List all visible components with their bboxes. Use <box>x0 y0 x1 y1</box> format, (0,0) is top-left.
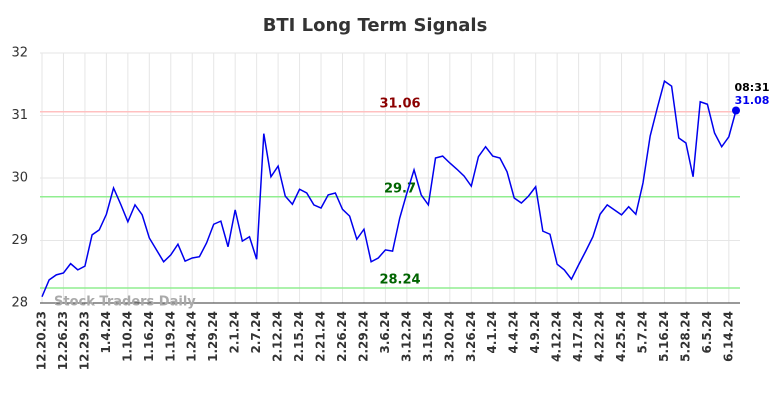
x-tick-label: 1.19.24 <box>163 311 177 362</box>
x-tick-label: 1.24.24 <box>185 311 199 362</box>
x-tick-label: 6.5.24 <box>700 311 714 354</box>
x-tick-label: 3.26.24 <box>464 311 478 362</box>
signal-label: 31.06 <box>379 96 420 111</box>
x-tick-label: 2.1.24 <box>228 311 242 354</box>
x-tick-label: 4.25.24 <box>614 311 628 362</box>
y-tick-label: 28 <box>11 296 28 311</box>
x-tick-label: 1.29.24 <box>206 311 220 362</box>
x-tick-label: 3.20.24 <box>442 311 456 362</box>
watermark: Stock Traders Daily <box>54 295 196 310</box>
last-value: 31.08 <box>735 94 770 107</box>
x-tick-label: 2.12.24 <box>271 311 285 362</box>
x-tick-label: 4.12.24 <box>550 311 564 362</box>
x-tick-label: 1.16.24 <box>142 311 156 362</box>
y-tick-label: 30 <box>11 171 28 186</box>
last-time: 08:31 <box>734 81 769 94</box>
x-tick-label: 4.17.24 <box>571 311 585 362</box>
x-tick-label: 2.15.24 <box>292 311 306 362</box>
x-tick-label: 4.9.24 <box>528 311 542 354</box>
x-tick-label: 12.20.23 <box>35 311 49 370</box>
x-tick-label: 3.6.24 <box>378 311 392 354</box>
x-tick-label: 1.10.24 <box>120 311 134 362</box>
x-tick-label: 6.14.24 <box>721 311 735 362</box>
y-tick-label: 31 <box>11 108 28 123</box>
x-tick-label: 2.7.24 <box>249 311 263 354</box>
x-tick-label: 12.29.23 <box>77 311 91 370</box>
x-tick-label: 5.16.24 <box>657 311 671 362</box>
chart-title: BTI Long Term Signals <box>263 15 488 36</box>
x-tick-label: 2.21.24 <box>314 311 328 362</box>
x-tick-label: 4.4.24 <box>507 311 521 354</box>
price-line <box>41 79 737 298</box>
x-tick-label: 5.28.24 <box>678 311 692 362</box>
y-tick-label: 32 <box>11 46 28 61</box>
x-tick-label: 5.7.24 <box>635 311 649 354</box>
y-tick-label: 29 <box>11 233 28 248</box>
x-tick-label: 12.26.23 <box>56 311 70 370</box>
x-tick-label: 3.12.24 <box>399 311 413 362</box>
signal-label: 29.7 <box>384 181 416 196</box>
x-tick-label: 2.29.24 <box>356 311 370 362</box>
last-point <box>732 106 740 115</box>
x-tick-label: 4.22.24 <box>593 311 607 362</box>
x-tick-label: 3.15.24 <box>421 311 435 362</box>
signal-label: 28.24 <box>379 273 420 288</box>
x-tick-label: 1.4.24 <box>99 311 113 354</box>
x-tick-label: 2.26.24 <box>335 311 349 362</box>
x-tick-label: 4.1.24 <box>485 311 499 354</box>
